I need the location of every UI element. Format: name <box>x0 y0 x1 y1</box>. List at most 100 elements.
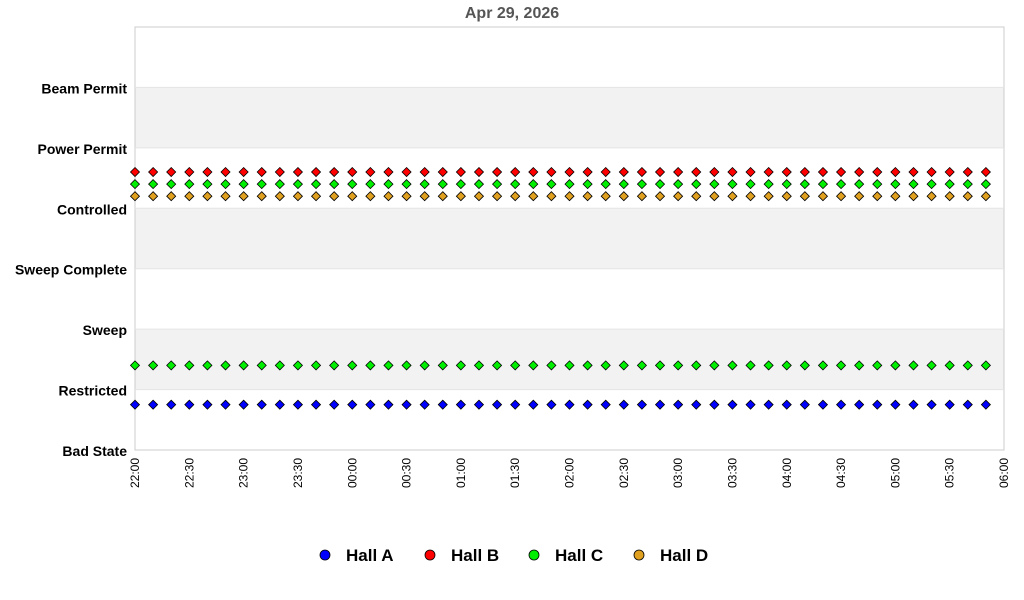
series-hall-d <box>129 191 991 202</box>
data-point <box>962 191 973 202</box>
data-point <box>709 399 720 410</box>
data-point <box>365 360 376 371</box>
data-point <box>492 191 503 202</box>
data-point <box>184 360 195 371</box>
data-point <box>292 399 304 410</box>
data-point <box>944 179 955 190</box>
data-point <box>763 360 774 371</box>
data-point <box>654 166 666 178</box>
data-point <box>872 399 883 410</box>
data-point <box>401 399 412 410</box>
data-point <box>582 179 593 190</box>
data-point <box>926 191 937 202</box>
data-point <box>148 360 159 371</box>
data-point <box>691 179 702 190</box>
data-point <box>220 360 231 371</box>
data-point <box>220 166 231 178</box>
data-point <box>600 399 611 410</box>
data-point <box>654 179 666 190</box>
data-point <box>854 191 865 202</box>
data-point <box>310 166 322 178</box>
data-point <box>817 191 829 202</box>
data-point <box>347 360 358 371</box>
data-point <box>618 191 629 202</box>
data-point <box>238 166 249 178</box>
data-point <box>148 166 159 178</box>
data-point <box>835 399 847 410</box>
data-point <box>329 360 340 371</box>
data-point <box>890 360 901 371</box>
data-point <box>600 166 611 178</box>
x-tick-label: 00:30 <box>400 458 414 488</box>
data-point <box>220 179 231 190</box>
data-point <box>618 399 629 410</box>
data-point <box>528 166 539 178</box>
data-point <box>473 191 485 202</box>
legend-item: Hall D <box>633 546 708 565</box>
data-point <box>691 360 702 371</box>
data-point <box>890 399 901 410</box>
series-hall-c <box>129 360 991 371</box>
data-point <box>347 179 358 190</box>
data-point <box>401 191 412 202</box>
data-point <box>854 179 865 190</box>
data-point <box>437 360 448 371</box>
series-hall-c <box>129 179 991 190</box>
legend-marker <box>633 549 645 561</box>
data-point <box>292 166 304 178</box>
y-tick-label: Beam Permit <box>41 80 127 96</box>
data-point <box>582 191 593 202</box>
x-tick-label: 01:00 <box>454 458 468 488</box>
data-point <box>202 166 213 178</box>
data-point <box>654 399 666 410</box>
data-point <box>347 399 358 410</box>
data-point <box>962 179 973 190</box>
x-tick-label: 23:30 <box>291 458 305 488</box>
data-point <box>908 166 919 178</box>
data-point <box>582 166 593 178</box>
x-tick-label: 02:30 <box>617 458 631 488</box>
data-point <box>383 399 394 410</box>
data-point <box>365 179 376 190</box>
x-axis-labels: 22:00 22:30 23:00 23:30 00:00 00:30 01:00 01:30… <box>128 458 1011 488</box>
x-tick-label: 03:30 <box>725 458 739 488</box>
data-point <box>256 399 267 410</box>
data-point <box>926 399 937 410</box>
data-point <box>727 360 738 371</box>
data-point <box>854 166 865 178</box>
data-point <box>546 166 557 178</box>
data-point <box>419 360 430 371</box>
data-point <box>654 360 666 371</box>
data-point <box>274 179 285 190</box>
data-point <box>401 166 412 178</box>
x-tick-label: 01:30 <box>508 458 522 488</box>
data-point <box>329 166 340 178</box>
x-tick-label: 02:00 <box>563 458 577 488</box>
data-point <box>763 399 774 410</box>
data-point <box>202 191 213 202</box>
legend-label: Hall B <box>451 546 499 565</box>
data-point <box>510 360 521 371</box>
data-point <box>528 191 539 202</box>
data-point <box>256 179 267 190</box>
data-point <box>799 179 810 190</box>
data-point <box>274 360 285 371</box>
data-point <box>926 360 937 371</box>
data-point <box>926 166 937 178</box>
data-point <box>202 179 213 190</box>
series-hall-a <box>129 399 991 410</box>
data-point <box>564 191 575 202</box>
data-point <box>872 191 883 202</box>
data-point <box>564 179 575 190</box>
data-point <box>129 166 141 178</box>
data-point <box>962 360 973 371</box>
data-point <box>817 360 829 371</box>
data-point <box>872 179 883 190</box>
data-point <box>980 166 991 178</box>
legend-item: Hall B <box>424 546 499 565</box>
data-point <box>292 191 304 202</box>
data-point <box>745 360 756 371</box>
data-point <box>528 360 539 371</box>
y-tick-label: Power Permit <box>38 141 128 157</box>
